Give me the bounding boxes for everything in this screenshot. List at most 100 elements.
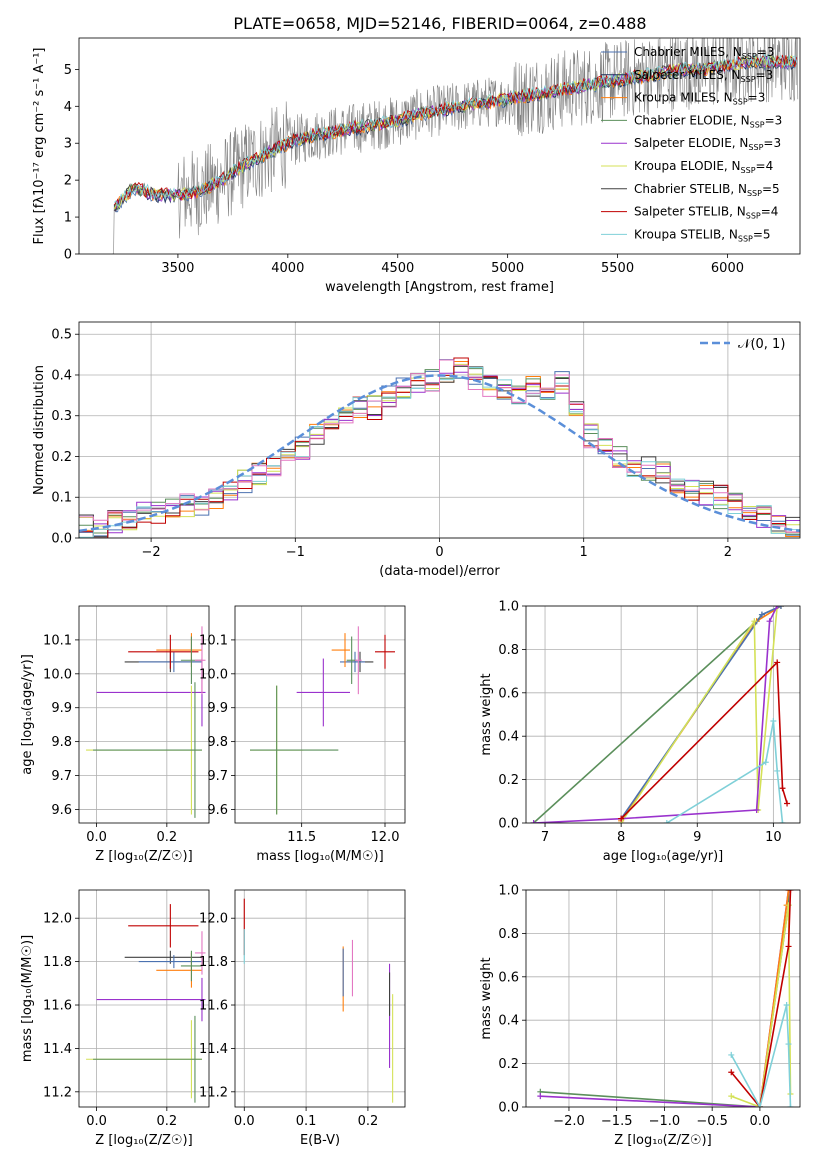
y-tick-label: 1.0 bbox=[498, 600, 519, 615]
y-tick-label: 11.2 bbox=[199, 1085, 228, 1100]
x-tick-label: 9 bbox=[693, 830, 701, 845]
legend-label: Chabrier ELODIE, NSSP=3 bbox=[634, 113, 782, 129]
y-tick-label: 11.8 bbox=[43, 955, 72, 970]
plot-area bbox=[112, 38, 799, 254]
y-tick-label: 0.8 bbox=[498, 643, 519, 658]
panel-mass-vs-Z: 0.0 0.2 11.2 11.4 11.6 11.8 12.0 Z [log₁₀(Z/Z☉)… bbox=[20, 889, 210, 1148]
x-tick-label: 0.0 bbox=[750, 1114, 771, 1129]
y-tick-label: 0.4 bbox=[51, 368, 72, 383]
y-tick-label: 9.6 bbox=[207, 803, 228, 818]
weight-marker bbox=[779, 785, 786, 792]
y-tick-label: 0.4 bbox=[498, 730, 519, 745]
weight-marker bbox=[618, 815, 625, 822]
x-tick-label: 12.0 bbox=[371, 830, 400, 845]
normal-curve bbox=[79, 374, 800, 533]
y-tick-label: 9.8 bbox=[207, 735, 228, 750]
legend-label: Salpeter STELIB, NSSP=4 bbox=[634, 205, 778, 221]
y-tick-label: 4 bbox=[64, 100, 72, 115]
y-axis-label: age [log₁₀(age/yr)] bbox=[20, 654, 35, 775]
y-tick-label: 12.0 bbox=[43, 912, 72, 927]
y-tick-label: 11.2 bbox=[43, 1085, 72, 1100]
weight-marker bbox=[728, 1069, 735, 1076]
y-tick-label: 12.0 bbox=[199, 912, 228, 927]
y-tick-label: 2 bbox=[64, 174, 72, 189]
legend: Chabrier MILES, NSSP=3 Salpeter MILES, NS… bbox=[601, 45, 782, 243]
model-spectrum-line bbox=[113, 53, 797, 208]
weight-marker bbox=[785, 943, 792, 950]
axes-frame bbox=[78, 605, 210, 824]
x-tick-label: 5500 bbox=[601, 261, 634, 276]
plot-area bbox=[530, 606, 791, 823]
x-tick-label: 0.0 bbox=[234, 1114, 255, 1129]
axes-frame bbox=[78, 889, 210, 1108]
legend-label: Salpeter ELODIE, NSSP=3 bbox=[634, 136, 781, 152]
x-axis-label: Z [log₁₀(Z/Z☉)] bbox=[95, 849, 192, 864]
data-spectrum-line bbox=[112, 38, 799, 254]
axes-frame bbox=[234, 889, 406, 1108]
x-tick-label: 0.0 bbox=[86, 830, 107, 845]
plot-area bbox=[250, 626, 395, 815]
x-tick-label: 0.1 bbox=[296, 1114, 317, 1129]
axes-frame bbox=[525, 889, 801, 1108]
weight-marker bbox=[784, 800, 791, 807]
weight-marker bbox=[787, 890, 794, 893]
weight-marker bbox=[774, 767, 781, 774]
plot-area bbox=[79, 357, 800, 538]
y-tick-label: 10.1 bbox=[43, 633, 72, 648]
y-tick-label: 10.0 bbox=[43, 667, 72, 682]
weight-marker bbox=[530, 820, 537, 823]
x-axis-label: (data-model)/error bbox=[379, 564, 500, 579]
weight-marker bbox=[777, 606, 784, 609]
cumulative-weight-line bbox=[620, 606, 778, 823]
x-axis-label: E(B-V) bbox=[300, 1133, 340, 1148]
y-axis-label: mass weight bbox=[479, 673, 494, 755]
weight-marker bbox=[783, 1002, 790, 1009]
x-axis-label: Z [log₁₀(Z/Z☉)] bbox=[614, 1133, 711, 1148]
figure-title: PLATE=0658, MJD=52146, FIBERID=0064, z=0… bbox=[233, 14, 646, 33]
y-tick-label: 10.0 bbox=[199, 667, 228, 682]
y-axis-label: mass [log₁₀(M/M☉)] bbox=[20, 935, 35, 1062]
weight-marker bbox=[785, 890, 792, 893]
legend-label: Salpeter MILES, NSSP=3 bbox=[634, 68, 773, 84]
y-tick-label: 0.2 bbox=[51, 450, 72, 465]
weight-marker bbox=[751, 618, 758, 625]
y-tick-label: 9.6 bbox=[51, 803, 72, 818]
plot-area bbox=[243, 898, 394, 1103]
legend-label: Kroupa STELIB, NSSP=5 bbox=[634, 227, 771, 243]
weight-marker bbox=[728, 1093, 735, 1100]
axes-frame bbox=[78, 321, 801, 539]
plot-area bbox=[537, 890, 794, 1107]
y-tick-label: 0.8 bbox=[498, 927, 519, 942]
y-tick-label: 11.8 bbox=[199, 955, 228, 970]
legend-label: Kroupa MILES, NSSP=3 bbox=[634, 91, 765, 107]
x-tick-label: 10 bbox=[765, 830, 782, 845]
weight-marker bbox=[753, 806, 760, 813]
x-tick-label: −2.0 bbox=[553, 1114, 585, 1129]
panel-massweight-vs-Z: −2.0 −1.5 −1.0 −0.5 0.0 0.0 0.2 0.4 0.6 0.8 1.0 Z [… bbox=[479, 884, 801, 1148]
x-axis-label: age [log₁₀(age/yr)] bbox=[603, 849, 724, 864]
axes-frame bbox=[525, 605, 801, 824]
legend-label: 𝒩(0, 1) bbox=[738, 337, 785, 352]
y-axis-label: Flux [fλ10⁻¹⁷ erg cm⁻² s⁻¹ A⁻¹] bbox=[32, 48, 47, 245]
x-tick-label: 0.2 bbox=[156, 830, 177, 845]
weight-marker bbox=[774, 659, 781, 666]
x-tick-label: 8 bbox=[617, 830, 625, 845]
cumulative-weight-line bbox=[731, 905, 792, 1107]
x-tick-label: 0.2 bbox=[156, 1114, 177, 1129]
panel-spectrum: 3500 4000 4500 5000 5500 6000 0 1 2 3 4 5 wavelength… bbox=[32, 37, 801, 295]
x-tick-label: 2 bbox=[724, 545, 732, 560]
x-tick-label: 4000 bbox=[271, 261, 304, 276]
y-tick-label: 0.1 bbox=[51, 491, 72, 506]
x-tick-label: −2 bbox=[142, 545, 161, 560]
y-tick-label: 11.4 bbox=[199, 1042, 228, 1057]
legend-label: Chabrier MILES, NSSP=3 bbox=[634, 45, 774, 61]
y-tick-label: 0.2 bbox=[498, 773, 519, 788]
x-tick-label: 4500 bbox=[381, 261, 414, 276]
y-tick-label: 11.6 bbox=[199, 999, 228, 1014]
y-axis-label: Normed distribution bbox=[32, 365, 47, 495]
y-tick-label: 11.6 bbox=[43, 999, 72, 1014]
y-tick-label: 0.4 bbox=[498, 1014, 519, 1029]
legend-label: Chabrier STELIB, NSSP=5 bbox=[634, 182, 780, 198]
